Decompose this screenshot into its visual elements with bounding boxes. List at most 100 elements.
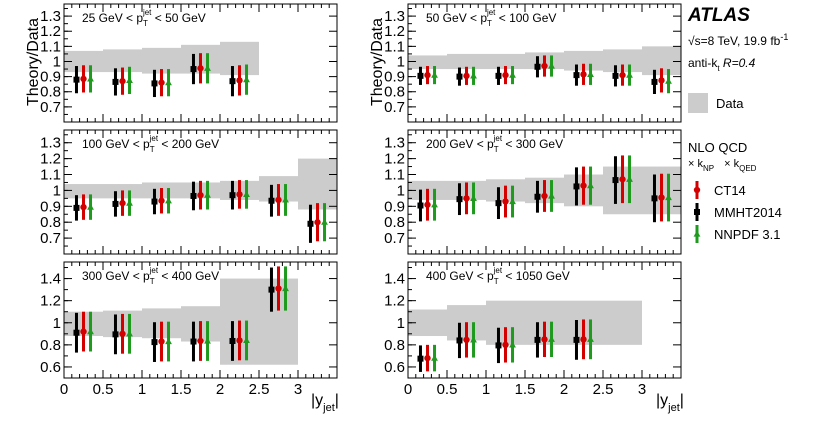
y-tick-label-3: 1 (397, 53, 405, 70)
y-tick-label-2: 0.9 (384, 69, 405, 86)
marker-ct14-1 (119, 330, 126, 338)
marker-ct14-4 (580, 182, 587, 189)
y-tick-label-1: 0.8 (384, 337, 405, 354)
panel-plot-0 (64, 41, 259, 98)
x-tick-label-6: 3 (294, 381, 302, 398)
marker-mmht2014-5 (268, 197, 275, 204)
y-tick-label-5: 1.2 (384, 151, 405, 168)
marker-mmht2014-2 (495, 342, 502, 349)
panel-2: 0.70.80.911.11.21.3 100 GeV < pTjet < 200… (40, 129, 338, 255)
marker-ct14-3 (197, 65, 204, 72)
marker-nnpdf31-0 (87, 75, 94, 82)
y-tick-label-2: 0.9 (40, 69, 61, 86)
panel-label-sub: T (150, 277, 155, 286)
panel-frame-2 (63, 129, 338, 255)
y-tick-label-2: 1 (53, 315, 61, 332)
data-band-0 (64, 184, 103, 199)
marker-mmht2014-6 (307, 220, 314, 227)
marker-nnpdf31-1 (470, 72, 477, 79)
panel-plot-2 (64, 158, 337, 243)
y-tick-label-1: 0.8 (384, 214, 405, 231)
marker-mmht2014-1 (456, 337, 463, 344)
marker-ct14-2 (158, 79, 165, 86)
marker-mmht2014-5 (612, 177, 619, 184)
marker-mmht2014-1 (112, 331, 119, 338)
panels: 0.70.80.911.11.21.3 25 GeV < pTjet < 50 G… (40, 3, 682, 398)
x-tick-label-3: 1.5 (515, 381, 536, 398)
y-tick-label-0: 0.6 (40, 359, 61, 376)
marker-nnpdf31-2 (165, 337, 172, 345)
x-tick-label-0: 0 (404, 381, 412, 398)
legend-entry-2: NNPDF 3.1 (714, 227, 780, 242)
y-tick-label-3: 1.2 (40, 293, 61, 310)
marker-mmht2014-4 (229, 192, 236, 199)
panel-5: 0.6 0.8 1 1.2 1.4 0 0.5 1 1.5 2 2.5 3 400 GeV < pTje… (384, 261, 682, 398)
algorithm-label: anti-kt R=0.4 (688, 56, 756, 73)
y-tick-label-6: 1.3 (384, 135, 405, 152)
panel-label-pre: 200 GeV < p (426, 137, 494, 151)
y-tick-label-5: 1.2 (40, 23, 61, 40)
data-band-1 (103, 49, 142, 73)
panel-frame-1 (407, 3, 682, 123)
marker-nnpdf31-1 (126, 330, 133, 337)
marker-mmht2014-0 (73, 76, 80, 83)
marker-ct14-1 (463, 72, 470, 80)
panel-plot-4 (64, 266, 298, 365)
y-tick-label-3: 1 (53, 182, 61, 199)
x-tick-label-4: 2 (560, 381, 568, 398)
panel-label-sub: T (143, 19, 148, 28)
marker-ct14-2 (158, 338, 165, 345)
panel-label-sup: jet (493, 134, 503, 143)
data-band-0 (64, 50, 103, 73)
x-tick-label-3: 1.5 (171, 381, 192, 398)
y-tick-label-3: 1 (397, 182, 405, 199)
panel-label-pre: 400 GeV < p (426, 269, 494, 283)
marker-nnpdf31-6 (665, 77, 672, 84)
legend-entry-0: CT14 (714, 183, 746, 198)
marker-nnpdf31-3 (204, 191, 211, 198)
marker-nnpdf31-1 (470, 336, 477, 343)
marker-ct14-1 (463, 195, 470, 202)
panel-frame-3 (407, 129, 682, 255)
marker-ct14-1 (119, 199, 126, 207)
x-tick-label-0: 0 (60, 381, 68, 398)
marker-mmht2014-0 (417, 355, 424, 362)
y-tick-label-5: 1.2 (384, 23, 405, 40)
panel-label-sub: T (150, 145, 155, 154)
data-band-6 (298, 158, 337, 210)
y-tick-label-0: 0.7 (40, 230, 61, 247)
panel-frame-5 (407, 261, 682, 379)
data-band-4 (564, 50, 603, 71)
panel-frame-0 (63, 3, 338, 123)
marker-nnpdf31-0 (431, 201, 438, 208)
marker-mmht2014-3 (190, 338, 197, 345)
panel-label-4: 300 GeV < pTjet < 400 GeV (82, 266, 219, 286)
y-tick-label-4: 1.4 (40, 271, 61, 288)
marker-nnpdf31-2 (509, 71, 516, 78)
marker-nnpdf31-3 (548, 62, 555, 69)
y-tick-label-4: 1.1 (384, 167, 405, 184)
y-tick-label-1: 0.8 (40, 84, 61, 101)
marker-mmht2014-2 (151, 339, 158, 346)
marker-mmht2014-3 (534, 193, 541, 200)
marker-nnpdf31-2 (165, 79, 172, 86)
marker-ct14-0 (424, 354, 431, 362)
marker-nnpdf31-6 (665, 193, 672, 201)
y-tick-label-5: 1.2 (40, 151, 61, 168)
marker-nnpdf31-4 (243, 190, 250, 197)
marker-nnpdf31-2 (509, 341, 516, 348)
marker-mmht2014-3 (190, 192, 197, 199)
marker-mmht2014-1 (456, 196, 463, 203)
y-tick-label-4: 1.1 (384, 38, 405, 55)
marker-mmht2014-1 (112, 78, 119, 85)
atlas-logo-text: ATLAS (687, 5, 750, 26)
y-tick-label-0: 0.7 (40, 99, 61, 116)
marker-nnpdf31-legend-2 (693, 230, 701, 237)
panel-1: 0.70.80.911.11.21.3 50 GeV < pTjet < 100 … (384, 3, 682, 123)
y-tick-label-0: 0.7 (384, 230, 405, 247)
marker-ct14-2 (502, 341, 509, 349)
x-tick-label-5: 2.5 (249, 381, 270, 398)
legend-data-swatch (688, 93, 708, 113)
marker-nnpdf31-3 (204, 337, 211, 344)
marker-mmht2014-5 (612, 72, 619, 79)
